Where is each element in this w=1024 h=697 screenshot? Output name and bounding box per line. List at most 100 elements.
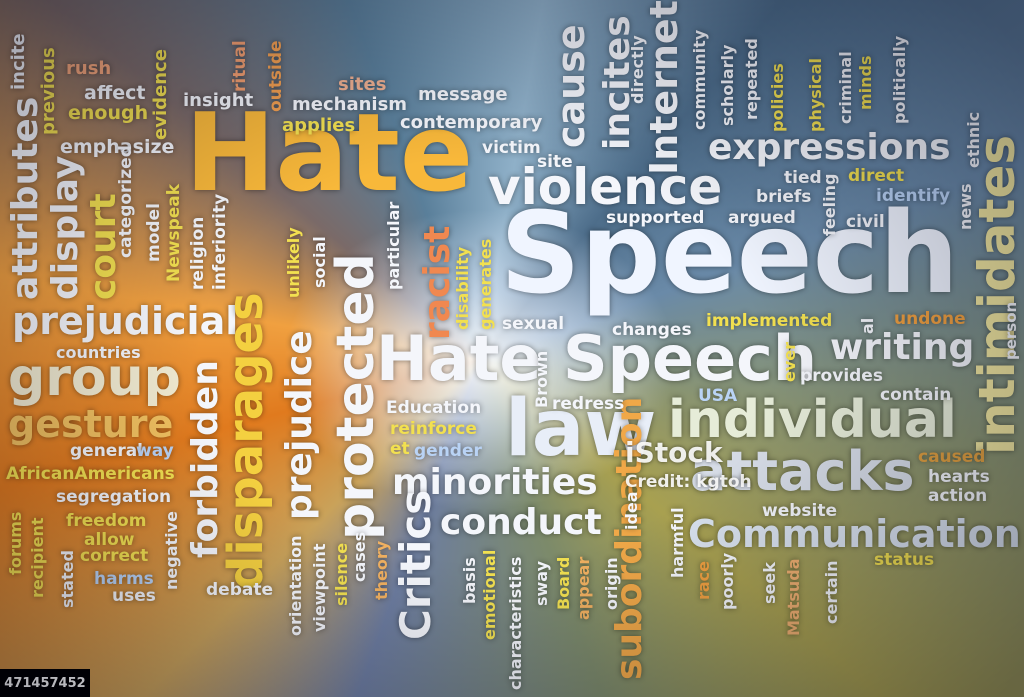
word-recipient: recipient xyxy=(28,517,47,598)
word-evidence: evidence xyxy=(150,49,171,140)
word-generates: generates xyxy=(476,238,495,330)
word-disability: disability xyxy=(453,246,472,330)
word-race: race xyxy=(694,560,713,600)
word-expressions: expressions xyxy=(708,127,951,168)
word-racist: racist xyxy=(417,225,458,340)
word-redress: redress xyxy=(552,394,625,414)
word-supported: supported xyxy=(606,208,705,228)
word-speech: Speech xyxy=(500,189,959,319)
word-writing: writing xyxy=(830,327,975,368)
word-physical: physical xyxy=(806,57,825,132)
word-directly: directly xyxy=(628,35,647,104)
word-news: news xyxy=(956,183,975,230)
word-affect: affect xyxy=(84,82,146,104)
word-al: al xyxy=(858,317,877,334)
word-rush: rush xyxy=(66,58,112,79)
word-segregation: segregation xyxy=(56,487,172,507)
word-outside: outside xyxy=(266,40,286,112)
word-argued: argued xyxy=(728,208,796,228)
word-attacks: attacks xyxy=(690,440,915,503)
word-debate: debate xyxy=(206,580,273,600)
word-education: Education xyxy=(386,398,482,418)
word-internet: Internet xyxy=(642,0,686,175)
word-usa: USA xyxy=(698,386,738,406)
word-origin: origin xyxy=(602,557,621,610)
word-community: community xyxy=(690,29,709,130)
word-theory: theory xyxy=(372,540,391,600)
watermark-credit: Credit: kgtoh xyxy=(625,472,752,492)
word-message: message xyxy=(418,84,508,105)
word-certain: certain xyxy=(822,560,841,624)
word-action: action xyxy=(928,486,988,506)
word-hate-speech: Hate Speech xyxy=(376,322,818,395)
word-emotional: emotional xyxy=(480,549,499,640)
word-newspeak: Newspeak xyxy=(164,183,184,282)
word-conduct: conduct xyxy=(440,502,602,543)
word-minorities: minorities xyxy=(392,462,598,503)
word-matsuda: Matsuda xyxy=(784,558,803,636)
word-site: site xyxy=(537,152,573,172)
word-et: et xyxy=(390,439,410,459)
word-briefs: briefs xyxy=(756,187,812,207)
word-law: law xyxy=(505,384,657,474)
word-scholarly: scholarly xyxy=(718,44,737,126)
word-cases: cases xyxy=(350,531,369,582)
word-ethnic: ethnic xyxy=(964,111,983,168)
word-criminal: criminal xyxy=(836,51,855,124)
word-reinforce: reinforce xyxy=(390,419,477,439)
word-feeling: feeling xyxy=(820,173,839,236)
word-contain: contain xyxy=(880,385,952,405)
word-categorized: categorized xyxy=(116,145,136,258)
word-general: general xyxy=(70,441,144,461)
word-religion: religion xyxy=(188,216,208,290)
word-contemporary: contemporary xyxy=(400,112,543,133)
word-incite: incite xyxy=(8,33,29,90)
word-correct: correct xyxy=(80,546,149,566)
word-stated: stated xyxy=(58,550,77,608)
word-board: Board xyxy=(554,556,573,610)
word-undone: undone xyxy=(894,309,966,329)
word-repeated: repeated xyxy=(742,38,761,120)
word-unlikely: unlikely xyxy=(284,227,303,298)
word-basis: basis xyxy=(460,557,479,604)
word-silence: silence xyxy=(332,542,351,606)
word-enough: enough xyxy=(68,102,149,124)
word-seek: seek xyxy=(760,562,779,604)
word-viewpoint: viewpoint xyxy=(310,543,329,632)
word-gesture: gesture xyxy=(8,402,174,446)
word-civil: civil xyxy=(846,212,885,232)
word-forbidden: forbidden xyxy=(185,360,226,558)
word-caused: caused xyxy=(918,447,986,467)
word-minds: minds xyxy=(856,55,875,110)
word-countries: countries xyxy=(56,343,141,362)
word-appear: appear xyxy=(574,556,593,620)
word-sites: sites xyxy=(338,74,387,95)
word-characteristics: characteristics xyxy=(506,556,525,690)
word-tied: tied xyxy=(784,168,822,188)
word-social: social xyxy=(310,236,329,288)
word-politically: politically xyxy=(890,35,909,124)
watermark-brand: iStock xyxy=(625,436,723,469)
image-id-label: 471457452 xyxy=(0,669,90,697)
word-model: model xyxy=(144,203,164,262)
word-particular: particular xyxy=(384,201,403,290)
word-harmful: harmful xyxy=(668,507,687,578)
word-identify: identify xyxy=(876,186,951,206)
word-ritual: ritual xyxy=(230,40,250,92)
word-harms: harms xyxy=(94,569,154,589)
word-forums: forums xyxy=(6,511,25,575)
word-mechanism: mechanism xyxy=(292,94,408,115)
word-website: website xyxy=(762,501,838,521)
word-idea: idea xyxy=(622,491,641,530)
word-provides: provides xyxy=(800,366,883,386)
word-insight: insight xyxy=(183,90,254,111)
word-freedom: freedom xyxy=(66,511,147,531)
word-orientation: orientation xyxy=(286,535,305,636)
word-way: way xyxy=(136,441,174,461)
word-critics: Critics xyxy=(391,489,440,640)
word-protected: protected xyxy=(326,253,386,540)
word-direct: direct xyxy=(848,166,905,186)
word-negative: negative xyxy=(162,511,181,590)
word-prejudicial: prejudicial xyxy=(12,299,239,343)
